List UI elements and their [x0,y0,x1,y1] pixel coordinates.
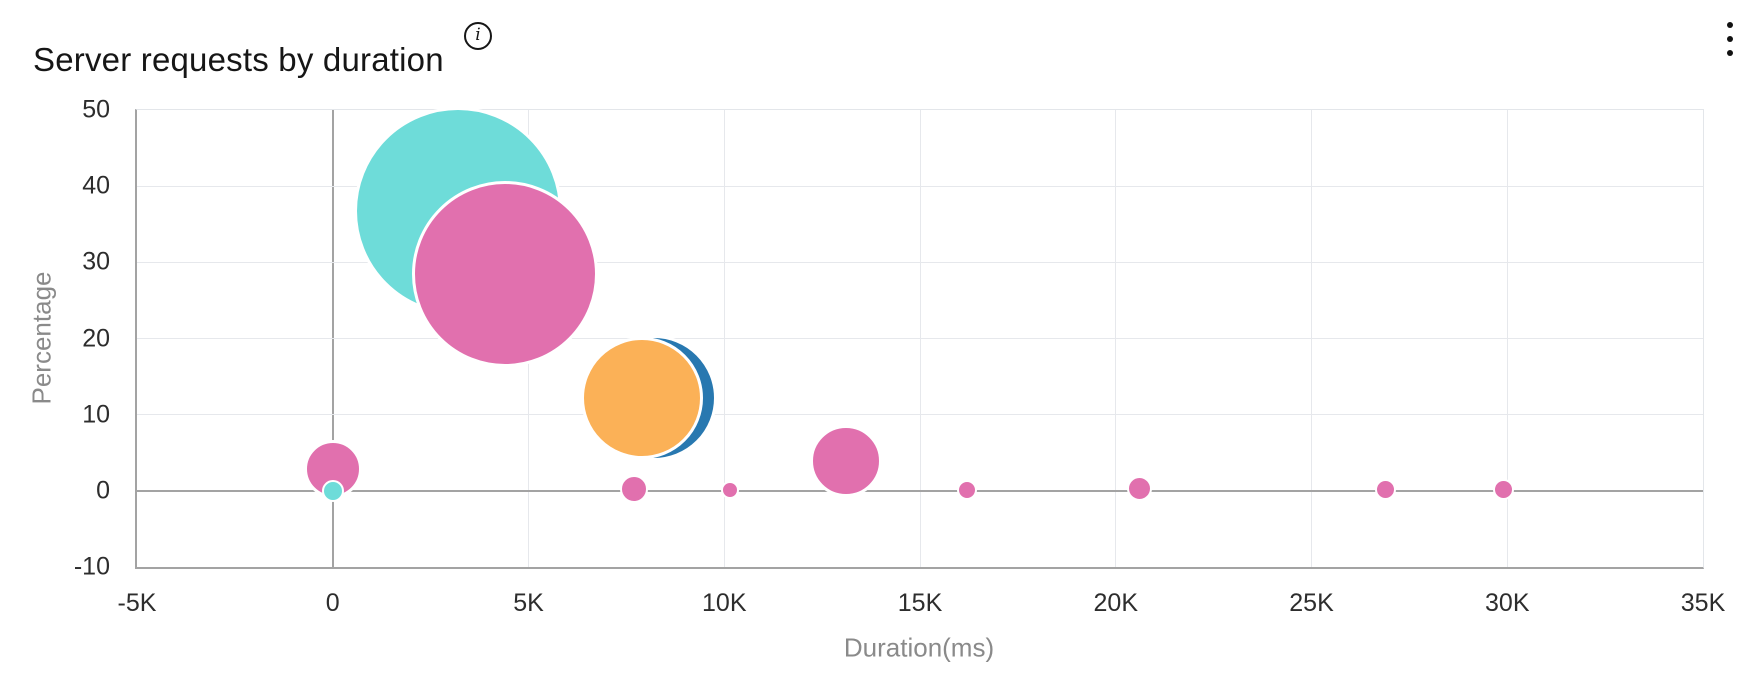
kebab-dot [1727,22,1733,28]
y-zero-line [137,489,1703,492]
pink-bubble[interactable] [809,425,882,498]
info-icon[interactable]: i [464,22,492,50]
horizontal-gridline [137,338,1703,339]
x-tick-label: -5K [117,589,157,617]
y-tick-label: 0 [96,476,110,505]
x-tick-label: 10K [702,589,747,617]
pink-bubble[interactable] [1492,478,1514,500]
pink-bubble[interactable] [1126,476,1152,502]
x-tick-label: 5K [513,589,544,617]
chart-title: Server requests by duration [33,41,444,79]
bubble-chart-plot-area [135,107,1704,569]
horizontal-gridline [137,261,1703,263]
y-axis-title: Percentage [26,271,57,405]
x-tick-label: 20K [1093,589,1138,617]
pink-bubble[interactable] [956,480,977,501]
kebab-dot [1727,36,1733,42]
y-tick-label: 40 [82,171,110,200]
info-icon-glyph: i [475,25,481,45]
x-tick-label: 25K [1289,589,1334,617]
x-tick-label: 0 [325,589,340,617]
y-tick-label: 30 [82,247,110,276]
orange-bubble[interactable] [581,336,704,459]
y-tick-label: 10 [82,400,110,429]
pink-bubble[interactable] [412,180,598,367]
pink-bubble[interactable] [1375,478,1397,500]
horizontal-gridline [137,185,1703,187]
y-tick-label: 50 [82,95,110,124]
pink-bubble[interactable] [620,475,649,504]
x-axis-title: Duration(ms) [843,632,995,663]
y-tick-label: 20 [82,324,110,352]
teal-bubble[interactable] [321,479,344,502]
horizontal-gridline [137,414,1703,416]
y-tick-label: -10 [73,552,110,581]
x-tick-label: 15K [897,589,943,617]
pink-bubble[interactable] [721,481,740,500]
kebab-dot [1727,50,1733,56]
x-tick-label: 30K [1485,589,1530,617]
kebab-menu-icon[interactable] [1724,22,1736,56]
x-tick-label: 35K [1680,589,1726,617]
